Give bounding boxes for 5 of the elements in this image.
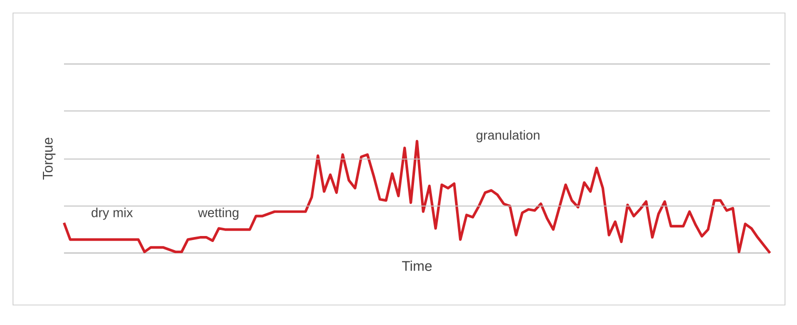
annotation: granulation — [476, 130, 540, 142]
x-axis-title: Time — [402, 260, 432, 271]
annotation: dry mix — [92, 208, 133, 220]
annotation: wetting — [198, 208, 238, 220]
y-axis-title: Torque — [42, 138, 56, 180]
